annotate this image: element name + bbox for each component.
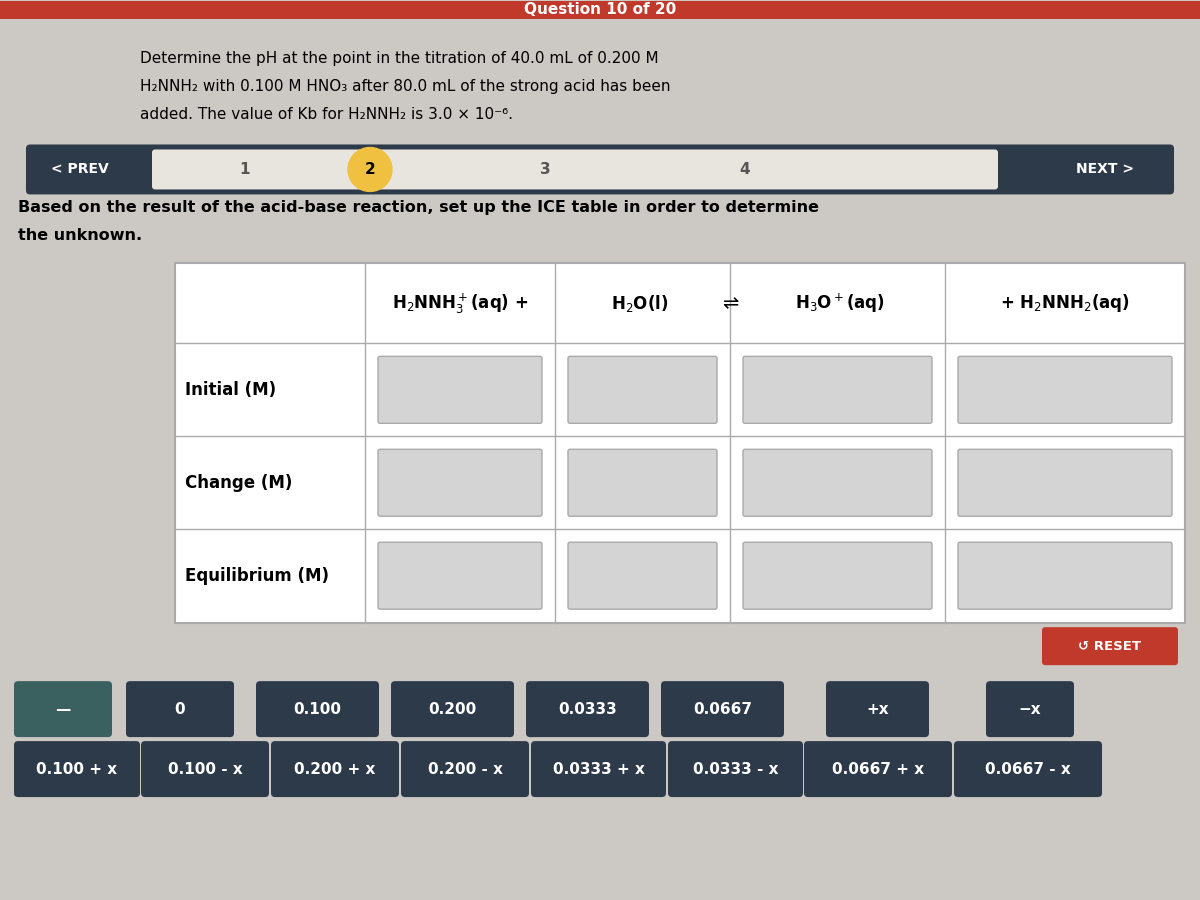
- FancyBboxPatch shape: [743, 449, 932, 517]
- Text: Initial (M): Initial (M): [185, 381, 276, 399]
- FancyBboxPatch shape: [401, 741, 529, 797]
- FancyBboxPatch shape: [986, 681, 1074, 737]
- Circle shape: [348, 148, 392, 192]
- Text: 0.200: 0.200: [428, 702, 476, 716]
- Text: H₂NNH₂ with 0.100 M HNO₃ after 80.0 mL of the strong acid has been: H₂NNH₂ with 0.100 M HNO₃ after 80.0 mL o…: [140, 78, 671, 94]
- FancyBboxPatch shape: [958, 356, 1172, 423]
- FancyBboxPatch shape: [743, 542, 932, 609]
- Text: the unknown.: the unknown.: [18, 229, 142, 243]
- FancyBboxPatch shape: [1042, 627, 1178, 665]
- Text: 1: 1: [240, 162, 251, 177]
- FancyBboxPatch shape: [14, 681, 112, 737]
- FancyBboxPatch shape: [378, 356, 542, 423]
- Text: ⇌: ⇌: [722, 294, 738, 313]
- Text: NEXT >: NEXT >: [1076, 163, 1134, 176]
- Text: +x: +x: [866, 702, 889, 716]
- FancyBboxPatch shape: [26, 145, 1174, 194]
- Text: 0.0333 - x: 0.0333 - x: [692, 761, 779, 777]
- Text: Question 10 of 20: Question 10 of 20: [524, 2, 676, 17]
- Text: 0.0667: 0.0667: [694, 702, 752, 716]
- FancyBboxPatch shape: [142, 741, 269, 797]
- FancyBboxPatch shape: [743, 356, 932, 423]
- Text: Change (M): Change (M): [185, 473, 293, 491]
- FancyBboxPatch shape: [152, 149, 998, 190]
- Text: ↺ RESET: ↺ RESET: [1079, 640, 1141, 652]
- Text: Determine the pH at the point in the titration of 40.0 mL of 0.200 M: Determine the pH at the point in the tit…: [140, 50, 659, 66]
- FancyBboxPatch shape: [175, 264, 1186, 623]
- Text: 0.0667 - x: 0.0667 - x: [985, 761, 1070, 777]
- Text: + H$_2$NNH$_2$(aq): + H$_2$NNH$_2$(aq): [1000, 292, 1130, 314]
- Text: 2: 2: [365, 162, 376, 177]
- Text: 4: 4: [739, 162, 750, 177]
- Text: 0.100 - x: 0.100 - x: [168, 761, 242, 777]
- FancyBboxPatch shape: [804, 741, 952, 797]
- FancyBboxPatch shape: [826, 681, 929, 737]
- Text: 0.0667 + x: 0.0667 + x: [832, 761, 924, 777]
- FancyBboxPatch shape: [378, 542, 542, 609]
- Text: 0.100 + x: 0.100 + x: [36, 761, 118, 777]
- Text: 0.0333 + x: 0.0333 + x: [552, 761, 644, 777]
- Text: 0.0333: 0.0333: [558, 702, 617, 716]
- FancyBboxPatch shape: [0, 1, 1200, 19]
- Text: H$_2$NNH$_3^+$(aq) +: H$_2$NNH$_3^+$(aq) +: [391, 292, 528, 316]
- Text: 3: 3: [540, 162, 551, 177]
- FancyBboxPatch shape: [568, 449, 718, 517]
- FancyBboxPatch shape: [958, 449, 1172, 517]
- FancyBboxPatch shape: [958, 542, 1172, 609]
- Text: 0: 0: [175, 702, 185, 716]
- FancyBboxPatch shape: [954, 741, 1102, 797]
- FancyBboxPatch shape: [256, 681, 379, 737]
- Text: 0.100: 0.100: [294, 702, 342, 716]
- FancyBboxPatch shape: [271, 741, 398, 797]
- FancyBboxPatch shape: [526, 681, 649, 737]
- FancyBboxPatch shape: [391, 681, 514, 737]
- Text: 0.200 - x: 0.200 - x: [427, 761, 503, 777]
- FancyBboxPatch shape: [568, 542, 718, 609]
- Text: H$_2$O(l): H$_2$O(l): [611, 292, 668, 314]
- FancyBboxPatch shape: [14, 741, 140, 797]
- Text: —: —: [55, 702, 71, 716]
- Text: < PREV: < PREV: [52, 163, 109, 176]
- Text: Equilibrium (M): Equilibrium (M): [185, 567, 329, 585]
- FancyBboxPatch shape: [568, 356, 718, 423]
- FancyBboxPatch shape: [378, 449, 542, 517]
- FancyBboxPatch shape: [126, 681, 234, 737]
- Text: Based on the result of the acid-base reaction, set up the ICE table in order to : Based on the result of the acid-base rea…: [18, 201, 818, 215]
- FancyBboxPatch shape: [661, 681, 784, 737]
- Text: H$_3$O$^+$(aq): H$_3$O$^+$(aq): [796, 292, 884, 315]
- FancyBboxPatch shape: [530, 741, 666, 797]
- Text: added. The value of Kb for H₂NNH₂ is 3.0 × 10⁻⁶.: added. The value of Kb for H₂NNH₂ is 3.0…: [140, 106, 514, 122]
- FancyBboxPatch shape: [668, 741, 803, 797]
- Text: 0.200 + x: 0.200 + x: [294, 761, 376, 777]
- Text: −x: −x: [1019, 702, 1042, 716]
